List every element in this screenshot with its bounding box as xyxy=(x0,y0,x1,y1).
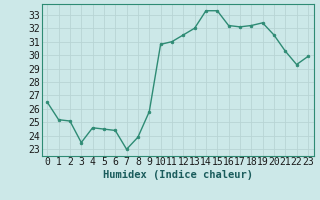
X-axis label: Humidex (Indice chaleur): Humidex (Indice chaleur) xyxy=(103,170,252,180)
